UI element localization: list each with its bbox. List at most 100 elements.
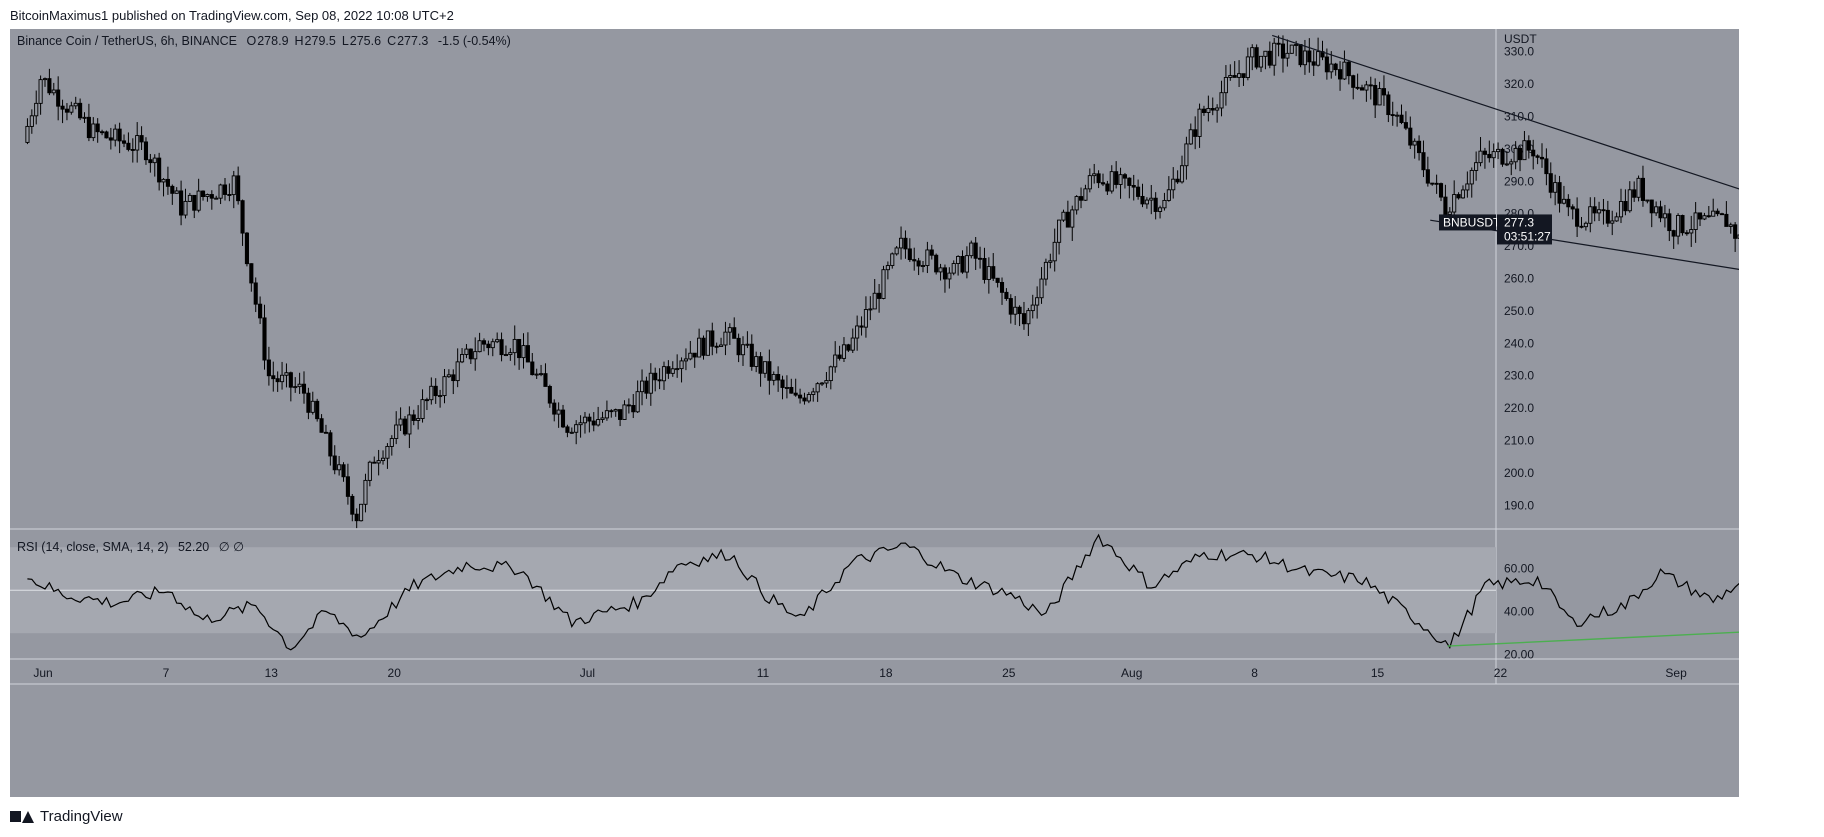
candle-body-74 <box>350 495 355 515</box>
candle-body-264 <box>1184 143 1189 167</box>
price-tick-10: 230.0 <box>1504 369 1534 383</box>
candle-body-294 <box>1316 51 1321 66</box>
chart-canvas[interactable]: 330.0320.0310.0300.0290.0280.0270.0260.0… <box>10 29 1739 797</box>
candle-body-281 <box>1258 55 1264 68</box>
candle-body-384 <box>1711 210 1716 217</box>
candle-body-75 <box>354 513 359 522</box>
candle-body-190 <box>859 325 864 328</box>
symbol-title: Binance Coin / TetherUS, 6h, BINANCE <box>17 34 238 48</box>
candle-body-131 <box>600 417 605 420</box>
candle-body-386 <box>1719 213 1725 216</box>
candle-body-117 <box>539 373 544 376</box>
candle-body-128 <box>587 416 592 422</box>
candle-body-197 <box>890 253 895 266</box>
candle-body-327 <box>1460 189 1466 199</box>
candle-body-133 <box>609 410 614 413</box>
candle-body-223 <box>1004 291 1009 299</box>
candle-body-273 <box>1223 77 1228 94</box>
candle-body-112 <box>517 338 522 359</box>
candle-body-135 <box>618 409 623 420</box>
candle-body-312 <box>1395 114 1400 117</box>
candle-body-221 <box>995 277 1000 283</box>
candle-body-296 <box>1324 56 1329 73</box>
candle-body-33 <box>170 185 175 194</box>
candle-body-373 <box>1662 213 1667 219</box>
candle-body-280 <box>1254 47 1259 68</box>
candle-body-146 <box>666 366 671 374</box>
candle-body-334 <box>1491 151 1496 159</box>
candle-body-200 <box>903 237 908 250</box>
candle-body-252 <box>1131 184 1136 188</box>
candle-body-375 <box>1671 230 1676 237</box>
candle-body-109 <box>503 354 509 357</box>
time-tick-8: Aug <box>1121 666 1142 680</box>
time-tick-0: Jun <box>33 666 52 680</box>
candle-body-12 <box>78 102 83 119</box>
candle-body-155 <box>705 330 710 356</box>
candle-body-387 <box>1724 213 1729 227</box>
time-tick-2: 13 <box>265 666 279 680</box>
candle-body-28 <box>148 159 153 164</box>
candle-body-333 <box>1487 153 1492 159</box>
symbol-legend: Binance Coin / TetherUS, 6h, BINANCE O27… <box>17 34 511 48</box>
candle-body-209 <box>942 267 947 280</box>
candle-body-211 <box>951 263 956 274</box>
candle-body-304 <box>1359 87 1365 91</box>
candle-body-167 <box>758 356 763 374</box>
last-price-box <box>1497 214 1552 245</box>
candle-body-64 <box>306 392 311 413</box>
candle-body-381 <box>1697 212 1703 220</box>
candle-body-326 <box>1456 194 1461 199</box>
candle-body-78 <box>367 461 372 481</box>
candle-body-213 <box>960 255 965 273</box>
candle-body-22 <box>121 140 127 144</box>
candle-body-206 <box>929 249 934 256</box>
candle-body-54 <box>262 317 267 361</box>
candle-body-29 <box>152 157 157 164</box>
time-tick-5: 11 <box>757 666 770 680</box>
candle-body-181 <box>819 382 825 385</box>
candle-body-89 <box>416 418 421 421</box>
candle-body-256 <box>1149 197 1154 201</box>
candle-body-242 <box>1087 175 1092 190</box>
candle-body-69 <box>328 432 333 457</box>
price-tick-1: 320.0 <box>1504 77 1534 91</box>
rsi-title: RSI (14, close, SMA, 14, 2) <box>17 540 169 554</box>
candle-body-17 <box>100 131 105 134</box>
price-tick-14: 190.0 <box>1504 498 1534 512</box>
candle-body-205 <box>925 249 930 266</box>
candle-body-315 <box>1408 127 1413 146</box>
candle-body-240 <box>1078 196 1084 201</box>
candle-body-346 <box>1544 158 1549 175</box>
candle-body-31 <box>161 178 166 183</box>
ohlc-key-l: L <box>341 34 349 48</box>
candle-body-6 <box>51 89 56 94</box>
candle-body-259 <box>1162 199 1167 209</box>
candle-body-255 <box>1144 199 1149 205</box>
candle-body-51 <box>249 263 254 284</box>
candle-body-72 <box>341 464 346 478</box>
candle-body-300 <box>1342 61 1347 80</box>
rsi-tick-2: 20.00 <box>1504 648 1534 662</box>
candle-body-148 <box>675 368 680 371</box>
candle-body-353 <box>1575 208 1580 227</box>
candle-body-55 <box>266 359 271 377</box>
candle-body-44 <box>218 184 223 199</box>
candle-body-298 <box>1333 63 1338 71</box>
candle-body-73 <box>345 476 350 497</box>
candle-body-257 <box>1153 197 1158 212</box>
candle-body-41 <box>205 194 210 197</box>
candle-body-165 <box>749 343 754 367</box>
candle-body-149 <box>679 360 684 370</box>
candle-body-47 <box>231 175 236 196</box>
candle-body-202 <box>912 259 917 262</box>
footer-brand[interactable]: TradingView <box>10 808 123 825</box>
candle-body-13 <box>82 116 87 119</box>
candle-body-164 <box>745 343 750 346</box>
candle-body-274 <box>1228 75 1233 78</box>
candle-body-76 <box>359 503 364 522</box>
candle-body-329 <box>1469 169 1474 185</box>
candle-body-382 <box>1702 215 1707 220</box>
chart-frame[interactable]: 330.0320.0310.0300.0290.0280.0270.0260.0… <box>10 29 1739 797</box>
candle-body-111 <box>512 338 517 354</box>
